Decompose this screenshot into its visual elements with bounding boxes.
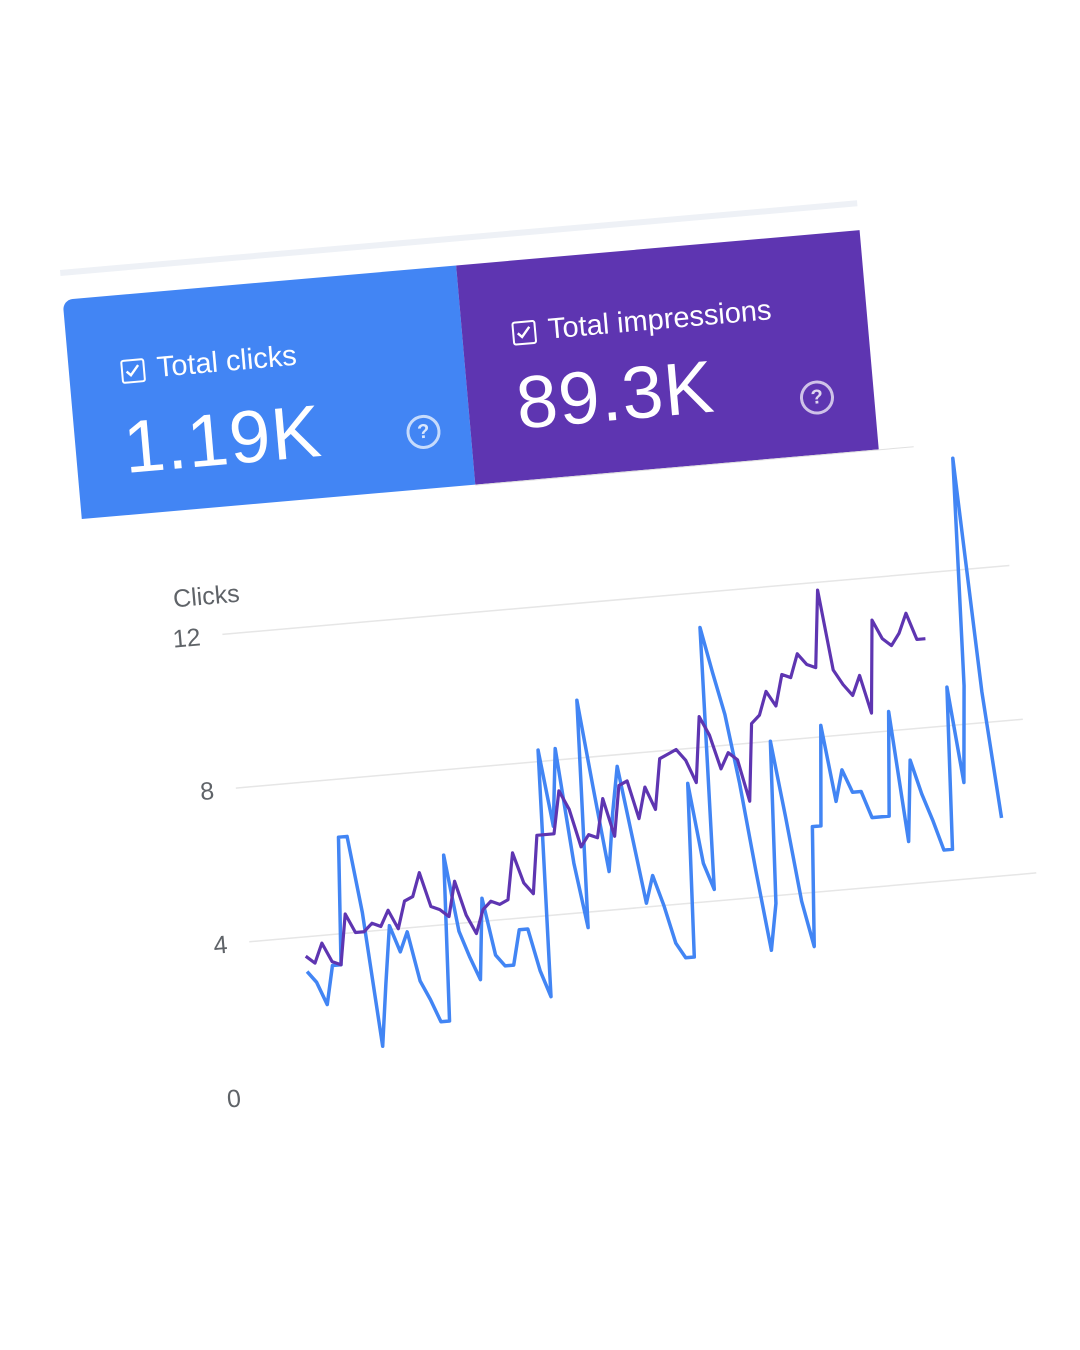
y-axis-label: Clicks — [172, 580, 241, 614]
chart-gridlines — [222, 564, 1037, 943]
help-circle-icon[interactable]: ? — [405, 413, 442, 451]
gridline — [222, 564, 1010, 636]
total-impressions-checkbox-icon[interactable] — [511, 319, 538, 346]
y-tick-label: 0 — [226, 1084, 242, 1113]
metric-tiles: Total clicks 1.19K ? Total impressions 8… — [62, 230, 879, 520]
performance-panel: Total clicks 1.19K ? Total impressions 8… — [60, 200, 1037, 1166]
checkmark-icon — [125, 363, 140, 377]
y-axis-ticks: 0 4 8 12 — [172, 623, 242, 1113]
gridline — [249, 872, 1037, 943]
total-clicks-checkbox-icon[interactable] — [120, 357, 147, 384]
y-tick-label: 12 — [172, 623, 202, 653]
total-clicks-label: Total clicks — [155, 339, 298, 384]
total-impressions-value: 89.3K — [512, 344, 718, 445]
total-clicks-value: 1.19K — [120, 388, 325, 489]
impressions-series-line — [304, 588, 926, 967]
y-tick-label: 4 — [212, 931, 228, 960]
clicks-line-chart: 0 4 8 12 Clicks — [172, 456, 1037, 1114]
checkmark-icon — [516, 325, 531, 339]
total-impressions-tile[interactable]: Total impressions 89.3K ? — [456, 230, 879, 485]
clicks-series-line — [305, 456, 1004, 1048]
y-tick-label: 8 — [199, 777, 215, 806]
chart-series — [304, 456, 1004, 1048]
total-clicks-label-row: Total clicks — [120, 340, 298, 388]
help-circle-icon[interactable]: ? — [798, 379, 836, 416]
total-impressions-label: Total impressions — [546, 294, 773, 346]
total-impressions-label-row: Total impressions — [511, 294, 773, 350]
total-clicks-tile[interactable]: Total clicks 1.19K ? — [62, 265, 476, 520]
gridline — [235, 718, 1023, 789]
